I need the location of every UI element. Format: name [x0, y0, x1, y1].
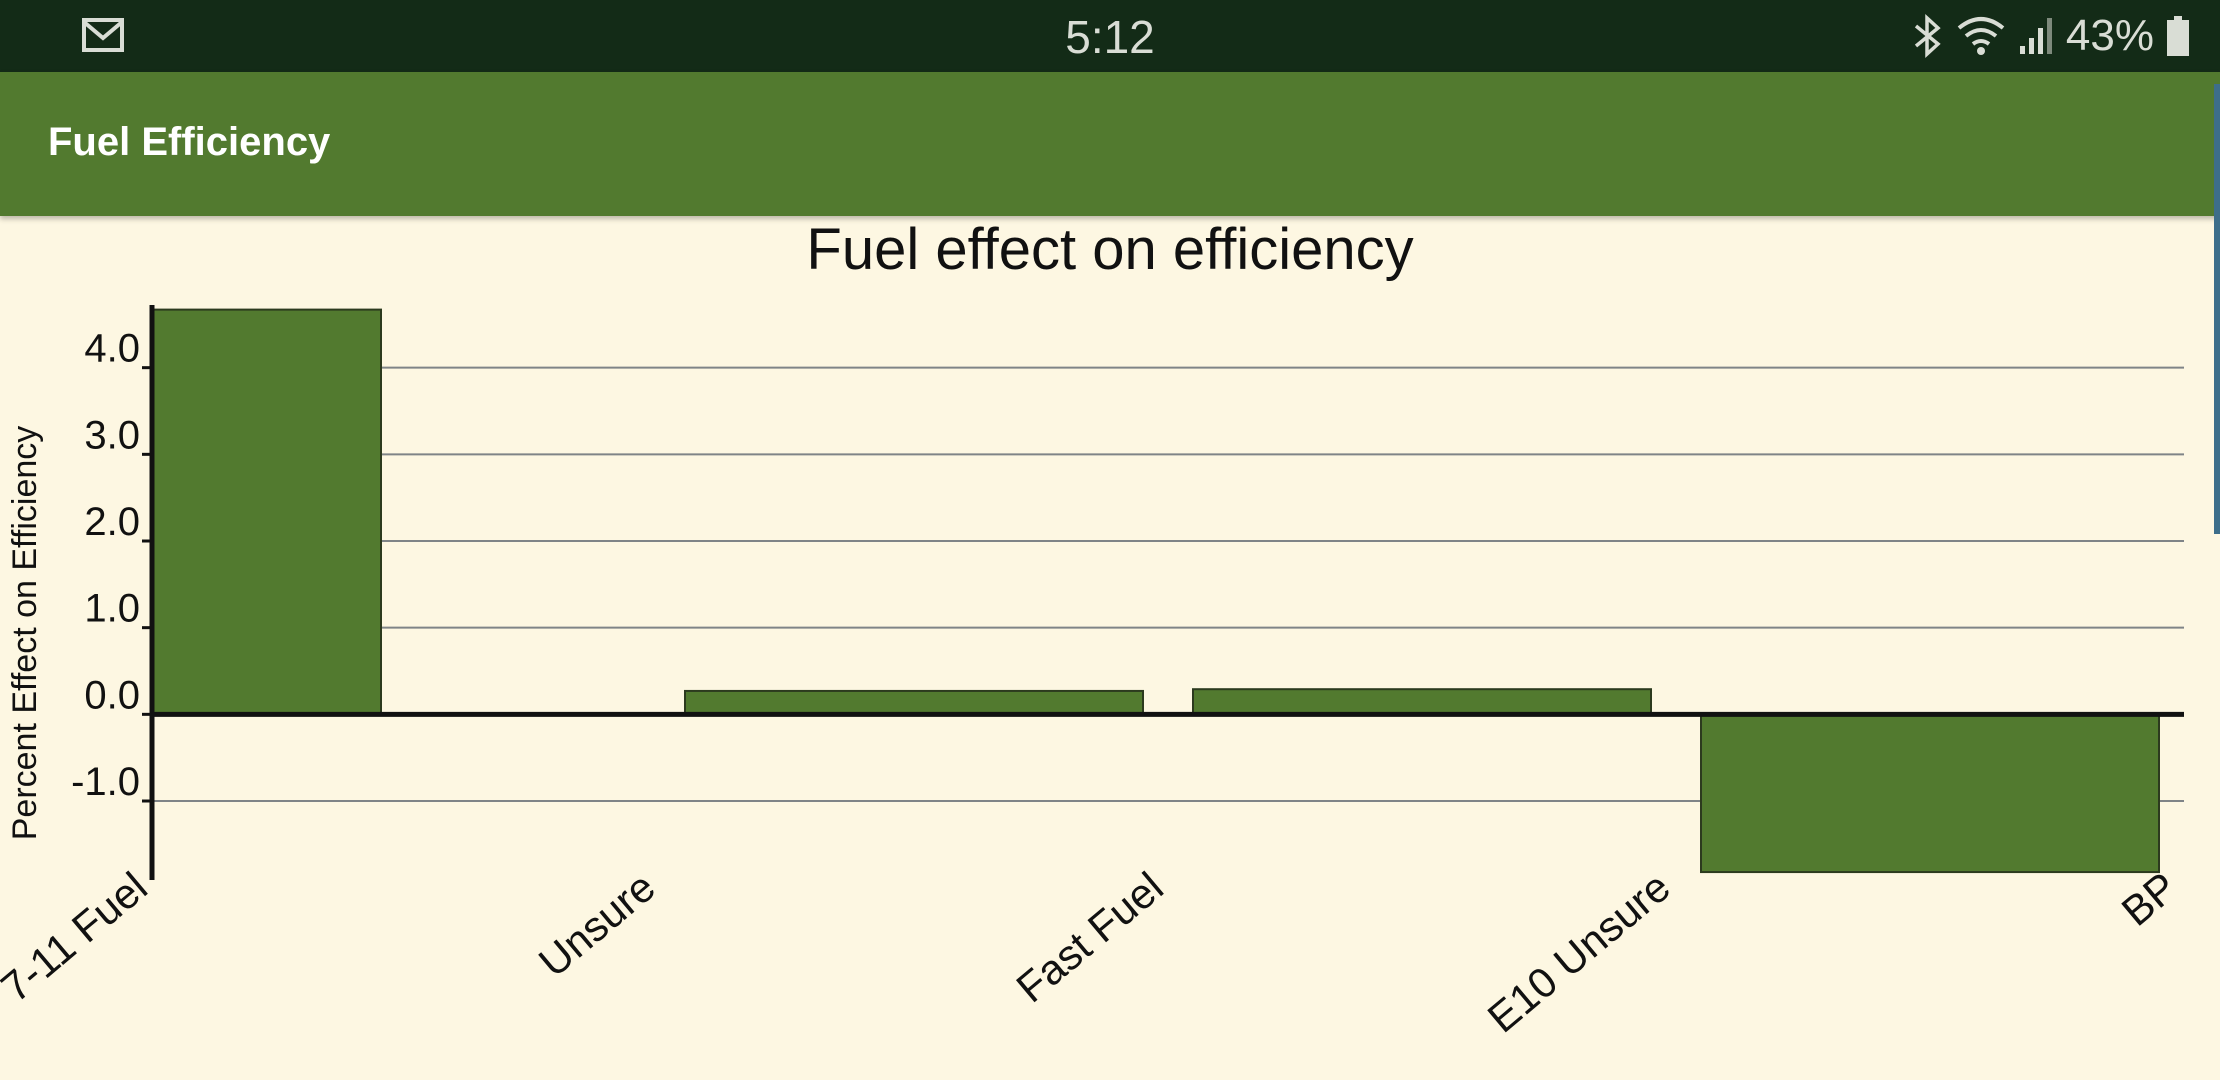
battery-icon: [2167, 16, 2189, 56]
y-tick-label: -1.0: [71, 760, 140, 804]
category-label: 7-11 Fuel: [0, 863, 156, 1011]
bars: [151, 308, 2160, 874]
chart-title: Fuel effect on efficiency: [806, 217, 1414, 282]
battery-percent: 43%: [2065, 11, 2154, 60]
status-bar: 5:12 43%: [0, 0, 2220, 72]
scroll-indicator: [2214, 84, 2220, 534]
y-tick-label: 4.0: [84, 327, 140, 371]
y-tick-label: 1.0: [84, 587, 140, 631]
wifi-icon: [1957, 17, 2005, 55]
category-label: BP: [2113, 863, 2186, 935]
category-label: Unsure: [530, 863, 664, 986]
status-time: 5:12: [1065, 11, 1155, 63]
bar-chart: -1.0 0.0 1.0 2.0 3.0 4.0 Percent Effect on Eff…: [0, 305, 2186, 1042]
app-bar: Fuel Efficiency: [0, 72, 2220, 216]
bar: [1192, 688, 1652, 716]
status-icons: 43%: [1910, 8, 2190, 64]
gmail-icon: [82, 18, 124, 52]
bar: [1700, 713, 2160, 874]
category-label: Fast Fuel: [1007, 863, 1171, 1012]
bar: [151, 308, 382, 716]
category-label: E10 Unsure: [1479, 863, 1679, 1042]
app-title: Fuel Efficiency: [48, 120, 331, 164]
y-tick-label: 3.0: [84, 413, 140, 457]
y-axis-label: Percent Effect on Efficiency: [6, 426, 44, 841]
y-tick-label: 2.0: [84, 500, 140, 544]
chart-area: Fuel effect on efficiency -1.0 0.0 1.0 2.0 3…: [0, 216, 2214, 1080]
axes: [142, 305, 2184, 880]
bluetooth-icon: [1914, 14, 1941, 58]
bar: [684, 689, 1144, 716]
signal-icon: [2019, 18, 2052, 54]
y-tick-label: 0.0: [84, 673, 140, 717]
